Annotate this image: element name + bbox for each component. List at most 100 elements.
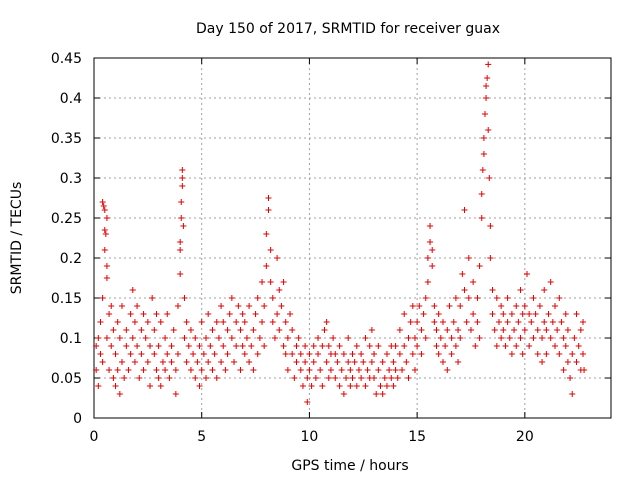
data-point bbox=[452, 343, 459, 349]
data-point bbox=[99, 199, 106, 205]
data-point bbox=[181, 295, 188, 301]
data-point bbox=[579, 351, 586, 357]
data-point bbox=[289, 327, 296, 333]
data-point bbox=[347, 367, 354, 373]
data-point bbox=[144, 319, 151, 325]
data-point bbox=[205, 311, 212, 317]
data-point bbox=[102, 231, 109, 237]
data-point bbox=[517, 287, 524, 293]
data-point bbox=[388, 375, 395, 381]
data-point bbox=[433, 327, 440, 333]
data-point bbox=[218, 359, 225, 365]
data-point bbox=[362, 335, 369, 341]
data-point bbox=[418, 327, 425, 333]
data-point bbox=[108, 343, 115, 349]
data-point bbox=[175, 351, 182, 357]
data-point bbox=[403, 359, 410, 365]
data-point bbox=[539, 335, 546, 341]
data-point bbox=[521, 327, 528, 333]
data-point bbox=[159, 359, 166, 365]
data-point bbox=[577, 327, 584, 333]
data-point bbox=[123, 343, 130, 349]
data-point bbox=[284, 367, 291, 373]
data-point bbox=[390, 383, 397, 389]
data-point bbox=[179, 175, 186, 181]
data-point bbox=[332, 375, 339, 381]
data-point bbox=[429, 263, 436, 269]
data-point bbox=[467, 327, 474, 333]
x-tick-label: 10 bbox=[301, 429, 319, 445]
data-point bbox=[513, 343, 520, 349]
data-point bbox=[138, 351, 145, 357]
data-point bbox=[213, 319, 220, 325]
data-point bbox=[534, 327, 541, 333]
data-point bbox=[116, 335, 123, 341]
data-point bbox=[545, 311, 552, 317]
data-point bbox=[187, 367, 194, 373]
data-point bbox=[162, 367, 169, 373]
data-point bbox=[424, 279, 431, 285]
data-point bbox=[502, 343, 509, 349]
data-point bbox=[233, 319, 240, 325]
data-point bbox=[190, 351, 197, 357]
data-point bbox=[439, 359, 446, 365]
data-point bbox=[103, 275, 110, 281]
data-point bbox=[433, 343, 440, 349]
data-point bbox=[179, 167, 186, 173]
data-point bbox=[129, 287, 136, 293]
data-point bbox=[521, 303, 528, 309]
data-point bbox=[508, 311, 515, 317]
data-point bbox=[375, 367, 382, 373]
data-point bbox=[220, 319, 227, 325]
y-tick-label: 0.25 bbox=[51, 211, 82, 227]
data-point bbox=[476, 263, 483, 269]
data-point bbox=[312, 375, 319, 381]
data-point bbox=[543, 327, 550, 333]
data-point bbox=[564, 327, 571, 333]
data-point bbox=[327, 367, 334, 373]
data-point bbox=[280, 343, 287, 349]
data-point bbox=[110, 327, 117, 333]
data-point bbox=[343, 375, 350, 381]
data-point bbox=[455, 359, 462, 365]
data-point bbox=[515, 319, 522, 325]
data-point bbox=[147, 343, 154, 349]
data-point bbox=[427, 239, 434, 245]
data-point bbox=[396, 327, 403, 333]
data-point bbox=[498, 303, 505, 309]
data-point bbox=[302, 343, 309, 349]
data-point bbox=[444, 327, 451, 333]
data-point bbox=[448, 335, 455, 341]
data-point bbox=[581, 367, 588, 373]
y-tick-label: 0.4 bbox=[60, 91, 82, 107]
data-point bbox=[196, 343, 203, 349]
data-point bbox=[170, 327, 177, 333]
data-point bbox=[284, 335, 291, 341]
data-point bbox=[474, 319, 481, 325]
data-point bbox=[411, 367, 418, 373]
data-point bbox=[573, 359, 580, 365]
data-point bbox=[517, 335, 524, 341]
data-point bbox=[386, 367, 393, 373]
data-point bbox=[405, 375, 412, 381]
data-point bbox=[276, 327, 283, 333]
data-point bbox=[429, 247, 436, 253]
data-point bbox=[500, 327, 507, 333]
data-point bbox=[573, 311, 580, 317]
data-point bbox=[551, 343, 558, 349]
data-point bbox=[250, 367, 257, 373]
data-point bbox=[282, 319, 289, 325]
data-point bbox=[487, 255, 494, 261]
data-point bbox=[347, 383, 354, 389]
data-point bbox=[213, 375, 220, 381]
data-point bbox=[435, 311, 442, 317]
data-point bbox=[338, 367, 345, 373]
data-point bbox=[315, 351, 322, 357]
data-point bbox=[215, 335, 222, 341]
data-point bbox=[138, 327, 145, 333]
data-point bbox=[304, 399, 311, 405]
data-point bbox=[519, 351, 526, 357]
data-point bbox=[254, 295, 261, 301]
data-point bbox=[461, 287, 468, 293]
data-point bbox=[351, 359, 358, 365]
